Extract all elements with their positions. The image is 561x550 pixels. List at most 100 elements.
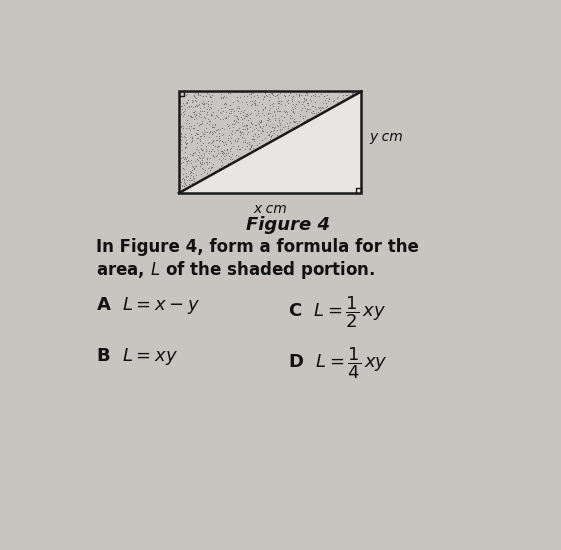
- Point: [291, 101, 300, 110]
- Text: Figure 4: Figure 4: [246, 216, 329, 234]
- Point: [193, 129, 202, 138]
- Point: [283, 95, 292, 104]
- Point: [250, 137, 259, 146]
- Point: [323, 103, 332, 112]
- Point: [212, 111, 221, 119]
- Point: [207, 111, 216, 120]
- Point: [178, 122, 187, 130]
- Point: [289, 107, 298, 116]
- Point: [287, 93, 296, 102]
- Point: [250, 98, 259, 107]
- Point: [193, 133, 202, 142]
- Point: [242, 112, 251, 121]
- Point: [203, 105, 211, 114]
- Point: [299, 117, 308, 125]
- Point: [290, 117, 299, 126]
- Point: [263, 109, 272, 118]
- Point: [236, 153, 245, 162]
- Point: [203, 160, 212, 168]
- Point: [186, 176, 195, 185]
- Point: [191, 94, 200, 102]
- Point: [273, 96, 282, 105]
- Point: [195, 120, 204, 129]
- Point: [208, 123, 217, 131]
- Point: [178, 146, 187, 155]
- Point: [176, 112, 185, 120]
- Point: [307, 91, 316, 100]
- Point: [206, 147, 215, 156]
- Point: [258, 105, 267, 114]
- Point: [257, 118, 266, 127]
- Point: [238, 122, 247, 131]
- Point: [204, 102, 213, 111]
- Point: [185, 175, 194, 184]
- Point: [215, 124, 224, 133]
- Point: [182, 124, 191, 133]
- Point: [227, 105, 236, 114]
- Point: [181, 140, 190, 148]
- Point: [190, 110, 199, 119]
- Point: [189, 163, 198, 172]
- Point: [205, 92, 214, 101]
- Point: [179, 174, 188, 183]
- Point: [272, 134, 280, 143]
- Point: [312, 104, 321, 113]
- Point: [177, 132, 186, 141]
- Point: [238, 128, 247, 136]
- Point: [260, 92, 269, 101]
- Point: [242, 120, 251, 129]
- Point: [255, 120, 264, 129]
- Point: [196, 112, 205, 121]
- Point: [243, 141, 252, 150]
- Point: [183, 175, 192, 184]
- Point: [258, 106, 267, 114]
- Point: [256, 129, 265, 138]
- Point: [257, 99, 266, 108]
- Point: [197, 160, 206, 168]
- Point: [239, 108, 248, 117]
- Point: [230, 118, 239, 127]
- Point: [355, 87, 364, 96]
- Point: [214, 106, 223, 114]
- Point: [316, 106, 325, 114]
- Point: [279, 91, 288, 100]
- Point: [269, 124, 278, 133]
- Point: [175, 98, 184, 107]
- Point: [176, 101, 185, 110]
- Point: [175, 182, 184, 191]
- Point: [275, 97, 284, 106]
- Point: [182, 172, 191, 180]
- Point: [198, 98, 207, 107]
- Point: [275, 124, 284, 133]
- Point: [303, 105, 312, 114]
- Point: [310, 109, 319, 118]
- Point: [242, 121, 251, 130]
- Point: [276, 120, 285, 129]
- Point: [262, 140, 271, 148]
- Point: [233, 134, 242, 142]
- Point: [306, 105, 315, 114]
- Point: [262, 92, 271, 101]
- Point: [270, 113, 279, 122]
- Point: [209, 146, 218, 155]
- Point: [185, 156, 194, 165]
- Point: [215, 164, 224, 173]
- Point: [208, 138, 217, 147]
- Point: [183, 90, 192, 98]
- Point: [196, 141, 205, 150]
- Point: [181, 136, 190, 145]
- Point: [198, 146, 207, 155]
- Point: [198, 100, 207, 109]
- Point: [186, 129, 195, 138]
- Point: [190, 121, 199, 130]
- Point: [220, 138, 229, 146]
- Point: [245, 138, 254, 147]
- Point: [286, 89, 295, 98]
- Point: [224, 151, 233, 160]
- Point: [255, 117, 264, 126]
- Point: [292, 116, 301, 125]
- Point: [227, 129, 236, 138]
- Point: [204, 97, 213, 106]
- Point: [185, 133, 194, 142]
- Point: [245, 145, 254, 154]
